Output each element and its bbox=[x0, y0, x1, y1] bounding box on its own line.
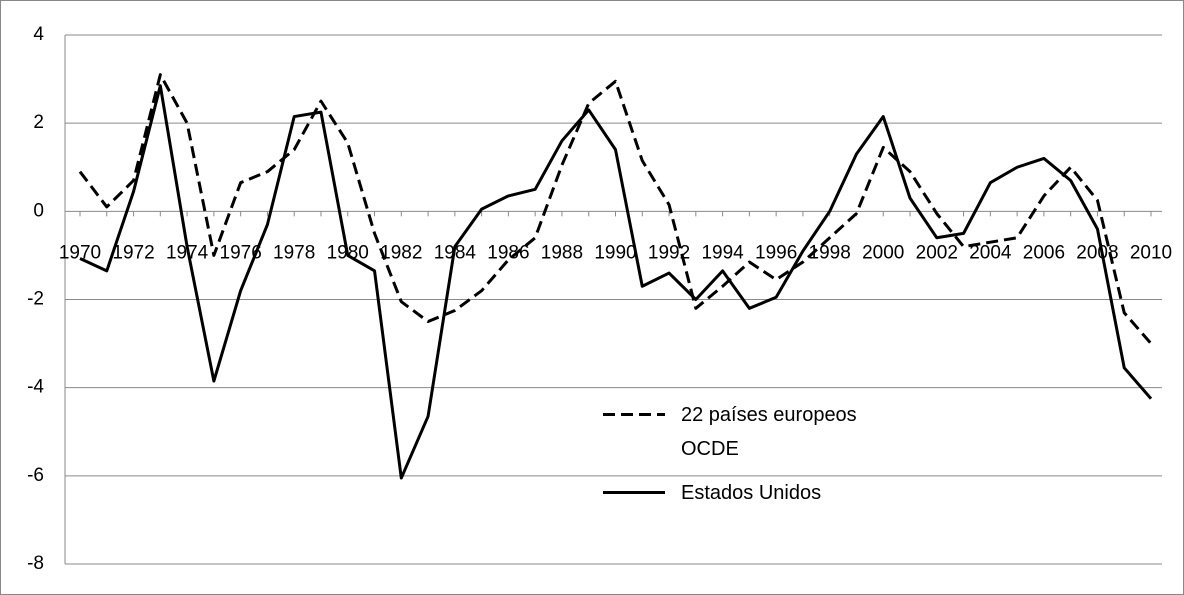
x-tick-label: 1996 bbox=[755, 242, 797, 263]
x-tick-label: 2002 bbox=[916, 242, 958, 263]
x-tick-label: 1988 bbox=[541, 242, 583, 263]
y-tick-label: 2 bbox=[33, 112, 44, 133]
y-tick-label: -4 bbox=[27, 377, 44, 398]
legend-swatch bbox=[603, 398, 665, 432]
x-tick-label: 2006 bbox=[1023, 242, 1065, 263]
y-tick-label: -2 bbox=[27, 289, 44, 310]
y-tick-label: -6 bbox=[27, 465, 44, 486]
x-tick-label: 1998 bbox=[809, 242, 851, 263]
x-tick-label: 1970 bbox=[59, 242, 101, 263]
x-tick-label: 2008 bbox=[1076, 242, 1118, 263]
legend-label: Estados Unidos bbox=[681, 482, 822, 504]
x-tick-label: 1982 bbox=[380, 242, 422, 263]
x-tick-label: 2004 bbox=[969, 242, 1012, 263]
x-tick-label: 1972 bbox=[112, 242, 154, 263]
y-tick-label: 0 bbox=[33, 200, 44, 221]
y-tick-label: 4 bbox=[33, 24, 44, 45]
legend-item: Estados Unidos bbox=[603, 476, 891, 510]
legend-item: 22 países europeos OCDE bbox=[603, 398, 891, 466]
x-tick-label: 2010 bbox=[1130, 242, 1172, 263]
series-line bbox=[78, 73, 1153, 345]
y-tick-label: -8 bbox=[27, 553, 44, 574]
x-tick-label: 1994 bbox=[701, 242, 744, 263]
series-line bbox=[79, 84, 1153, 480]
x-tick-label: 2000 bbox=[862, 242, 904, 263]
x-tick-label: 1978 bbox=[273, 242, 315, 263]
legend-swatch bbox=[603, 476, 665, 510]
x-tick-label: 1990 bbox=[594, 242, 636, 263]
x-tick-label: 1986 bbox=[487, 242, 529, 263]
legend-label: 22 países europeos OCDE bbox=[681, 404, 857, 460]
x-tick-label: 1976 bbox=[220, 242, 262, 263]
